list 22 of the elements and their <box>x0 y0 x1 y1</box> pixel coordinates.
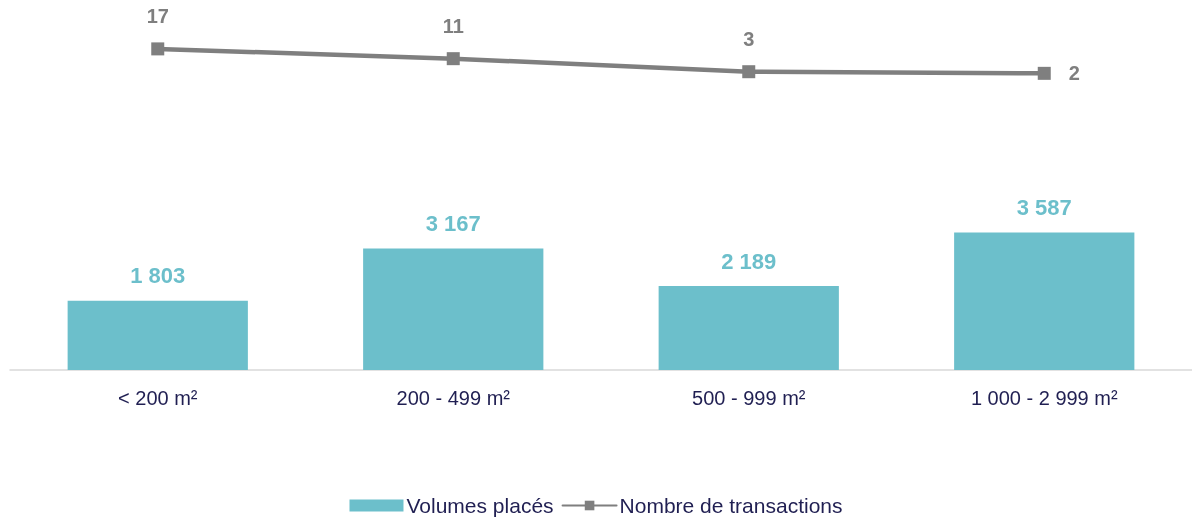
point <box>742 65 756 79</box>
data-label: 1 803 <box>130 263 186 289</box>
data-label: 2 <box>1068 62 1080 85</box>
point <box>1037 66 1051 80</box>
data-label: 17 <box>146 5 169 28</box>
bar <box>363 248 544 370</box>
legend-label: Nombre de transactions <box>619 494 843 517</box>
x-tick-label: 1 000 - 2 999 m² <box>970 387 1118 409</box>
x-tick-label: 500 - 999 m² <box>692 387 806 409</box>
point <box>151 42 165 56</box>
x-tick-label: < 200 m² <box>118 387 198 409</box>
bar <box>658 286 839 370</box>
point <box>446 52 460 66</box>
data-label: 3 587 <box>1016 194 1072 220</box>
data-label: 3 <box>743 28 755 51</box>
x-tick-label: 200 - 499 m² <box>396 387 511 409</box>
bar <box>67 300 248 370</box>
legend-label: Volumes placés <box>406 494 554 517</box>
data-label: 11 <box>442 15 464 38</box>
data-label: 3 167 <box>425 211 481 237</box>
bar <box>954 232 1135 370</box>
data-label: 2 189 <box>721 248 777 274</box>
